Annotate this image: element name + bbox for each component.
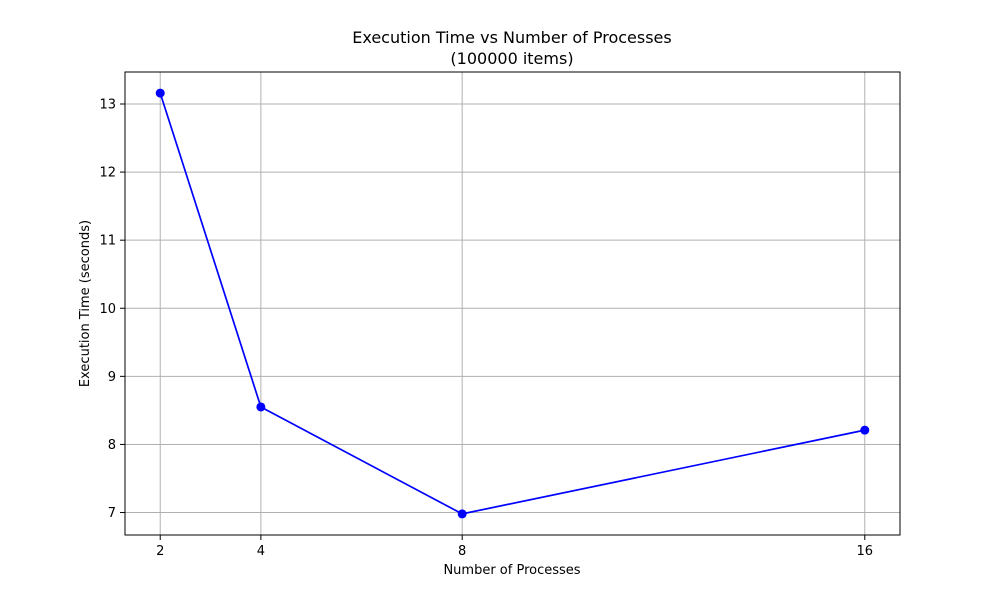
y-tick-label: 9 [108,370,116,385]
y-axis-label: Execution Time (seconds) [78,220,93,387]
data-point [155,88,165,98]
chart-subtitle: (100000 items) [450,49,573,68]
x-tick-label: 8 [458,544,466,559]
x-tick-label: 2 [156,544,164,559]
series-line [159,92,865,515]
plot-series [155,88,870,519]
grid [125,72,900,535]
x-axis-label: Number of Processes [443,563,580,578]
x-tick-label: 16 [856,544,873,559]
y-tick-label: 7 [108,506,116,521]
data-point [256,402,266,412]
y-axis-ticks: 7 8 9 10 11 12 13 [99,98,125,521]
y-tick-label: 13 [99,98,116,113]
x-axis-ticks: 2 4 8 16 [156,535,873,559]
axes-frame [124,71,901,536]
chart-title: Execution Time vs Number of Processes [352,28,671,47]
y-tick-label: 12 [99,166,116,181]
y-tick-label: 8 [108,438,116,453]
data-point [457,509,467,519]
y-tick-label: 11 [99,234,116,249]
data-point [860,425,870,435]
y-tick-label: 10 [99,302,116,317]
x-tick-label: 4 [257,544,265,559]
